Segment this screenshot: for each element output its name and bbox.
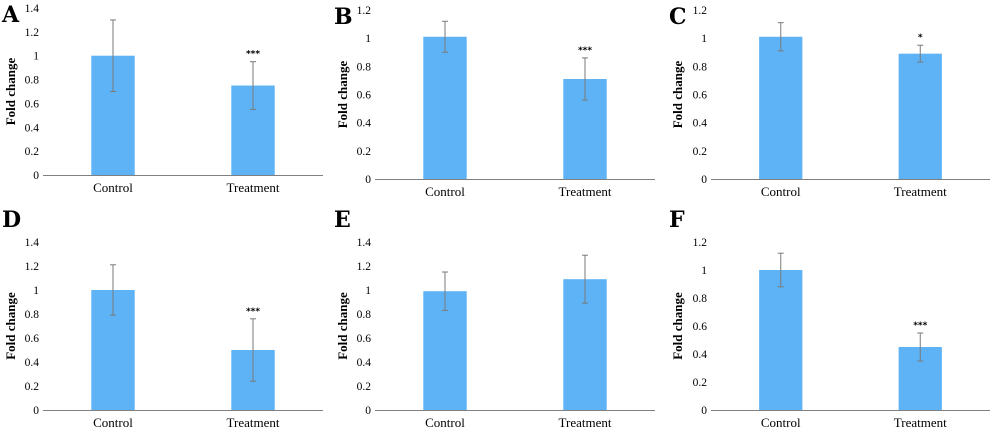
y-tick-label: 1.4 xyxy=(357,237,372,249)
error-bar xyxy=(582,57,588,101)
panel-letter: C xyxy=(669,4,687,30)
y-tick-label: 0.6 xyxy=(25,333,40,345)
y-tick-label: 0.4 xyxy=(25,357,40,369)
panel-d: D Fold change 0 0.2 0.4 0.6 0.8 1 1.2 1.4 Control *… xyxy=(2,207,323,430)
y-tick-label: 0.4 xyxy=(357,357,372,369)
error-bar xyxy=(442,20,448,53)
y-tick-label: 1.4 xyxy=(25,3,40,15)
category-label-treatment: Treatment xyxy=(894,184,947,199)
y-tick-label: 1 xyxy=(365,33,371,45)
y-tick-label: 0 xyxy=(701,174,707,186)
y-tick-label: 1.2 xyxy=(357,5,372,17)
panel-a: A Fold change 0 0.2 0.4 0.6 0.8 1 1.2 1.4 Control *… xyxy=(1,2,323,195)
error-bar xyxy=(110,19,116,92)
significance-mark: *** xyxy=(246,307,260,317)
category-label-treatment: Treatment xyxy=(227,415,280,430)
category-label-treatment: Treatment xyxy=(559,184,612,199)
bar-control xyxy=(423,291,467,410)
bar-control xyxy=(759,36,803,180)
y-tick-label: 0.6 xyxy=(693,321,708,333)
y-tick-label: 0.2 xyxy=(693,377,708,389)
y-tick-label: 0.4 xyxy=(693,349,708,361)
category-label-control: Control xyxy=(425,415,465,430)
category-label-control: Control xyxy=(761,415,801,430)
panel-letter: A xyxy=(1,2,20,28)
y-tick-label: 1 xyxy=(33,285,39,297)
y-tick-label: 0.4 xyxy=(357,118,372,130)
y-tick-label: 0.2 xyxy=(25,381,40,393)
bar-control xyxy=(759,270,803,410)
y-axis-label: Fold change xyxy=(3,58,18,126)
error-bar xyxy=(250,61,256,110)
error-bar xyxy=(250,318,256,382)
y-tick-label: 0.2 xyxy=(357,381,372,393)
category-label-control: Control xyxy=(93,415,133,430)
panel-c: C Fold change 0 0.2 0.4 0.6 0.8 1 1.2 Control * Tre… xyxy=(669,4,990,199)
error-bar xyxy=(777,22,784,52)
y-tick-label: 0.6 xyxy=(357,333,372,345)
error-bar xyxy=(917,44,924,63)
y-tick-label: 0.6 xyxy=(357,90,372,102)
y-tick-label: 1 xyxy=(33,51,39,63)
bar-treatment xyxy=(898,53,942,179)
category-label-treatment: Treatment xyxy=(227,180,280,195)
y-tick-label: 0.2 xyxy=(693,146,708,158)
panel-b: B Fold change 0 0.2 0.4 0.6 0.8 1 1.2 Control *** T… xyxy=(334,4,655,199)
y-axis-label: Fold change xyxy=(3,292,18,360)
y-tick-label: 0.8 xyxy=(693,61,708,73)
y-tick-label: 0.8 xyxy=(357,309,372,321)
panel-f: F Fold change 0 0.2 0.4 0.6 0.8 1 1.2 Control *** T… xyxy=(669,207,990,430)
significance-mark: *** xyxy=(246,50,260,60)
significance-mark: *** xyxy=(913,321,927,331)
y-tick-label: 0 xyxy=(701,405,707,417)
y-axis-label: Fold change xyxy=(335,292,350,360)
error-bar xyxy=(442,271,448,311)
category-label-control: Control xyxy=(425,184,465,199)
y-tick-label: 1.2 xyxy=(25,27,40,39)
y-tick-label: 0 xyxy=(365,174,371,186)
y-tick-label: 1 xyxy=(365,285,371,297)
y-tick-label: 1.2 xyxy=(25,261,40,273)
y-tick-label: 1.2 xyxy=(693,5,708,17)
y-tick-label: 1.4 xyxy=(25,237,40,249)
panel-letter: E xyxy=(334,207,351,233)
panel-letter: B xyxy=(334,4,353,30)
y-tick-label: 0.2 xyxy=(25,146,40,158)
error-bar xyxy=(777,252,784,288)
y-tick-label: 0 xyxy=(33,405,39,417)
panel-letter: D xyxy=(2,207,21,233)
y-tick-label: 1.2 xyxy=(357,261,372,273)
significance-mark: * xyxy=(918,33,923,43)
y-tick-label: 1 xyxy=(701,33,707,45)
category-label-treatment: Treatment xyxy=(894,415,947,430)
y-tick-label: 0.4 xyxy=(25,122,40,134)
category-label-control: Control xyxy=(761,184,801,199)
y-tick-label: 0.6 xyxy=(25,98,40,110)
y-tick-label: 0.8 xyxy=(25,309,40,321)
category-label-control: Control xyxy=(93,180,133,195)
y-tick-label: 0.8 xyxy=(693,293,708,305)
significance-mark: *** xyxy=(578,46,592,56)
y-axis-label: Fold change xyxy=(670,292,685,360)
y-tick-label: 0.8 xyxy=(25,75,40,87)
error-bar xyxy=(110,264,116,316)
y-axis-label: Fold change xyxy=(670,61,685,129)
error-bar xyxy=(582,254,588,304)
y-tick-label: 0.8 xyxy=(357,61,372,73)
category-label-treatment: Treatment xyxy=(559,415,612,430)
y-tick-label: 0.2 xyxy=(357,146,372,158)
y-tick-label: 1.2 xyxy=(693,237,708,249)
y-axis-label: Fold change xyxy=(335,61,350,129)
y-tick-label: 0.4 xyxy=(693,118,708,130)
y-tick-label: 0 xyxy=(33,170,39,182)
bar-control xyxy=(423,36,467,180)
panel-e: E Fold change 0 0.2 0.4 0.6 0.8 1 1.2 1.4 Control T… xyxy=(334,207,655,430)
y-tick-label: 0 xyxy=(365,405,371,417)
y-tick-label: 1 xyxy=(701,265,707,277)
error-bar xyxy=(917,332,924,362)
panel-letter: F xyxy=(669,207,685,233)
y-tick-label: 0.6 xyxy=(693,90,708,102)
